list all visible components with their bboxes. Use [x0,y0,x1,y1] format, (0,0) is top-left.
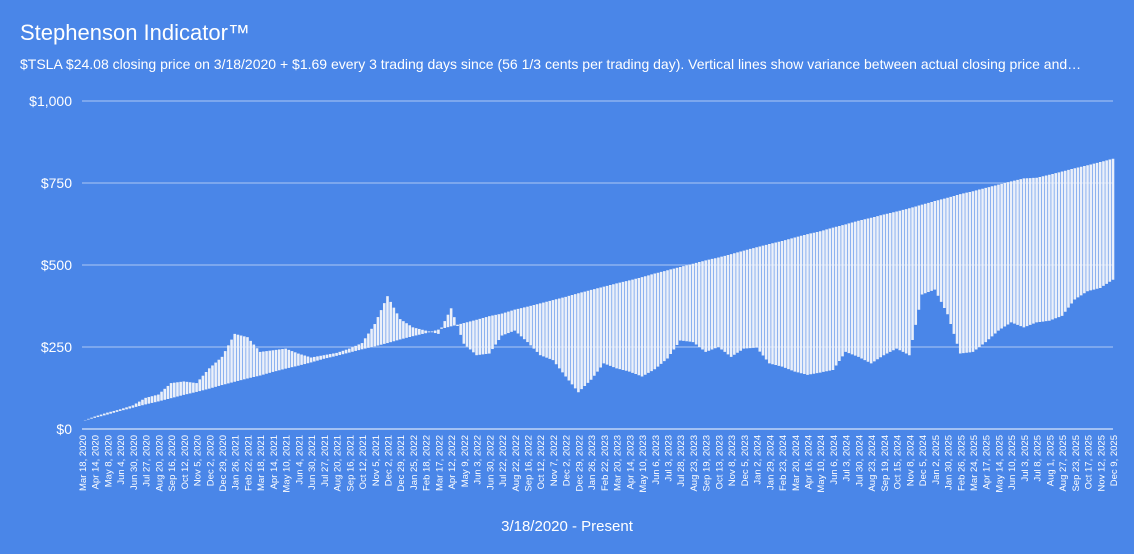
x-tick-label: Mar 20, 2024 [791,435,802,491]
x-tick-label: Dec 29, 2020 [218,435,229,492]
x-tick-label: Oct 17, 2025 [1084,435,1095,489]
x-tick-label: Jun 30, 2022 [485,435,496,490]
x-tick-label: Jul 3, 2024 [842,435,853,481]
x-tick-label: Jul 27, 2020 [142,435,153,487]
x-tick-label: Jun 3, 2022 [473,435,484,485]
x-tick-label: Jun 6, 2023 [651,435,662,485]
x-tick-label: Nov 12, 2025 [1096,435,1107,492]
y-tick-label: $1,000 [29,93,72,109]
x-tick-label: Jan 29, 2024 [765,435,776,490]
chart-title: Stephenson Indicator™ [20,20,250,45]
x-tick-label: Feb 26, 2025 [956,435,967,491]
x-tick-label: Jul 30, 2024 [854,435,865,487]
y-tick-label: $750 [41,175,72,191]
x-tick-label: Nov 7, 2022 [549,435,560,486]
x-tick-label: Sep 16, 2022 [523,435,534,492]
x-tick-label: Dec 9, 2025 [1109,435,1120,486]
x-tick-label: Jan 26, 2021 [231,435,242,490]
x-tick-label: May 8, 2020 [103,435,114,487]
x-tick-label: Sep 19, 2023 [702,435,713,492]
x-tick-label: Jan 25, 2022 [409,435,420,490]
x-tick-label: Jul 22, 2022 [498,435,509,487]
x-tick-label: Jun 4, 2021 [294,435,305,485]
x-tick-label: Nov 8, 2024 [905,435,916,486]
x-tick-label: Sep 23, 2025 [1071,435,1082,492]
x-tick-label: Apr 12, 2022 [447,435,458,489]
x-tick-label: Aug 27, 2025 [1058,435,1069,492]
x-tick-label: Jul 27, 2021 [320,435,331,487]
x-tick-label: Nov 5, 2020 [193,435,204,486]
x-tick-label: Oct 12, 2022 [536,435,547,489]
x-tick-label: Mar 18, 2021 [256,435,267,491]
x-tick-label: Jul 3, 2023 [664,435,675,481]
x-tick-label: Jun 30, 2021 [307,435,318,490]
variance-lines [83,158,1115,421]
x-tick-label: Nov 8, 2023 [727,435,738,486]
x-tick-label: May 10, 2023 [638,435,649,493]
x-tick-label: Jan 26, 2023 [587,435,598,490]
x-tick-label: Aug 20, 2020 [154,435,165,492]
x-tick-label: Oct 13, 2023 [714,435,725,489]
x-tick-label: Apr 14, 2023 [625,435,636,489]
x-axis-title: 3/18/2020 - Present [501,518,633,535]
x-tick-label: Feb 23, 2024 [778,435,789,491]
x-tick-label: May 14, 2025 [994,435,1005,493]
x-tick-label: Aug 20, 2021 [333,435,344,492]
x-tick-label: Sep 16, 2021 [345,435,356,492]
x-tick-label: Jul 28, 2023 [676,435,687,487]
x-tick-label: Jun 30, 2020 [129,435,140,490]
x-tick-label: Aug 1, 2025 [1045,435,1056,486]
x-tick-label: Sep 16, 2020 [167,435,178,492]
y-tick-label: $250 [41,339,72,355]
x-tick-label: Sep 19, 2024 [880,435,891,492]
x-tick-label: Jul 8, 2025 [1033,435,1044,481]
x-tick-label: Dec 5, 2023 [740,435,751,486]
x-tick-label: Aug 22, 2022 [511,435,522,492]
x-tick-label: Dec 2, 2022 [562,435,573,486]
x-tick-label: Jun 10, 2025 [1007,435,1018,490]
x-tick-label: Nov 5, 2021 [371,435,382,486]
x-tick-label: Oct 15, 2024 [893,435,904,489]
x-tick-label: Mar 18, 2020 [78,435,89,491]
x-tick-label: Dec 5, 2024 [918,435,929,486]
x-tick-label: Mar 17, 2022 [434,435,445,491]
x-tick-label: Mar 24, 2025 [969,435,980,491]
x-tick-label: Aug 23, 2024 [867,435,878,492]
x-tick-label: Dec 29, 2022 [574,435,585,492]
x-tick-label: Jan 2, 2025 [931,435,942,485]
x-tick-label: Feb 22, 2023 [600,435,611,491]
x-tick-label: Apr 14, 2020 [91,435,102,489]
x-tick-label: May 10, 2024 [816,435,827,493]
x-tick-label: Apr 14, 2021 [269,435,280,489]
x-axis-ticks: Mar 18, 2020 Apr 14, 2020 May 8, 2020 Jun 4… [78,435,1120,493]
y-axis-ticks: $0 $250 $500 $750 $1,000 [29,93,72,437]
x-tick-label: Oct 12, 2020 [180,435,191,489]
x-tick-label: Dec 2, 2020 [205,435,216,486]
x-tick-label: May 10, 2021 [282,435,293,493]
x-tick-label: Jun 6, 2024 [829,435,840,485]
y-tick-label: $500 [41,257,72,273]
x-tick-label: Jun 4, 2020 [116,435,127,485]
x-tick-label: Jan 30, 2025 [944,435,955,490]
x-tick-label: Oct 12, 2021 [358,435,369,489]
x-tick-label: Apr 17, 2025 [982,435,993,489]
x-tick-label: Feb 18, 2022 [422,435,433,491]
x-tick-label: Mar 20, 2023 [613,435,624,491]
x-tick-label: Dec 2, 2021 [383,435,394,486]
x-tick-label: Apr 16, 2024 [804,435,815,489]
x-tick-label: Dec 29, 2021 [396,435,407,492]
x-tick-label: Jan 2, 2024 [753,435,764,485]
x-tick-label: May 9, 2022 [460,435,471,487]
y-tick-label: $0 [56,421,72,437]
x-tick-label: Aug 23, 2023 [689,435,700,492]
x-tick-label: Feb 22, 2021 [243,435,254,491]
x-tick-label: Jul 3, 2025 [1020,435,1031,481]
